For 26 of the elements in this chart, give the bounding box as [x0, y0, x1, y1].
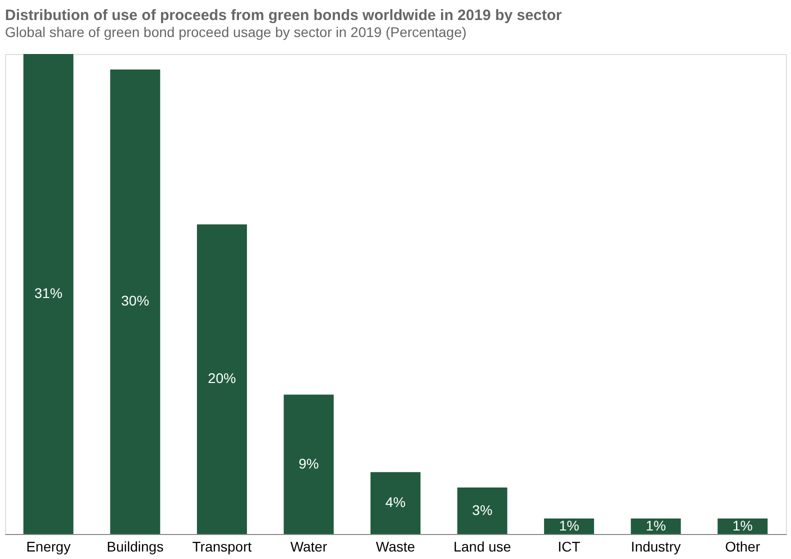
chart-title: Distribution of use of proceeds from green bonds worldwide in 2019 by sector	[5, 7, 562, 24]
bar	[370, 472, 420, 534]
x-tick-label: Buildings	[106, 538, 164, 554]
bar	[196, 224, 247, 534]
bar	[284, 394, 334, 534]
x-tick-label: Other	[725, 538, 760, 554]
chart-subtitle: Global share of green bond proceed usage by sector in 2019 (Percentage)	[5, 24, 467, 40]
bar	[110, 69, 160, 534]
data-label: 9%	[298, 455, 319, 472]
x-tick-label: Energy	[26, 538, 71, 554]
x-tick-label: Waste	[376, 538, 416, 554]
x-tick-label: Transport	[192, 538, 252, 554]
data-label: 1%	[732, 517, 753, 534]
data-label: 4%	[385, 494, 406, 510]
data-label: 20%	[208, 370, 236, 386]
data-label: 1%	[558, 517, 580, 534]
data-label: 3%	[472, 502, 492, 518]
x-tick-label: Industry	[630, 538, 681, 554]
bar	[23, 54, 74, 534]
data-label: 31%	[34, 285, 62, 301]
bar	[457, 488, 508, 534]
x-tick-label: Land use	[453, 538, 512, 554]
data-label: 30%	[121, 292, 150, 309]
x-tick-label: ICT	[558, 538, 581, 554]
data-label: 1%	[646, 517, 666, 534]
x-tick-label: Water	[290, 538, 328, 554]
